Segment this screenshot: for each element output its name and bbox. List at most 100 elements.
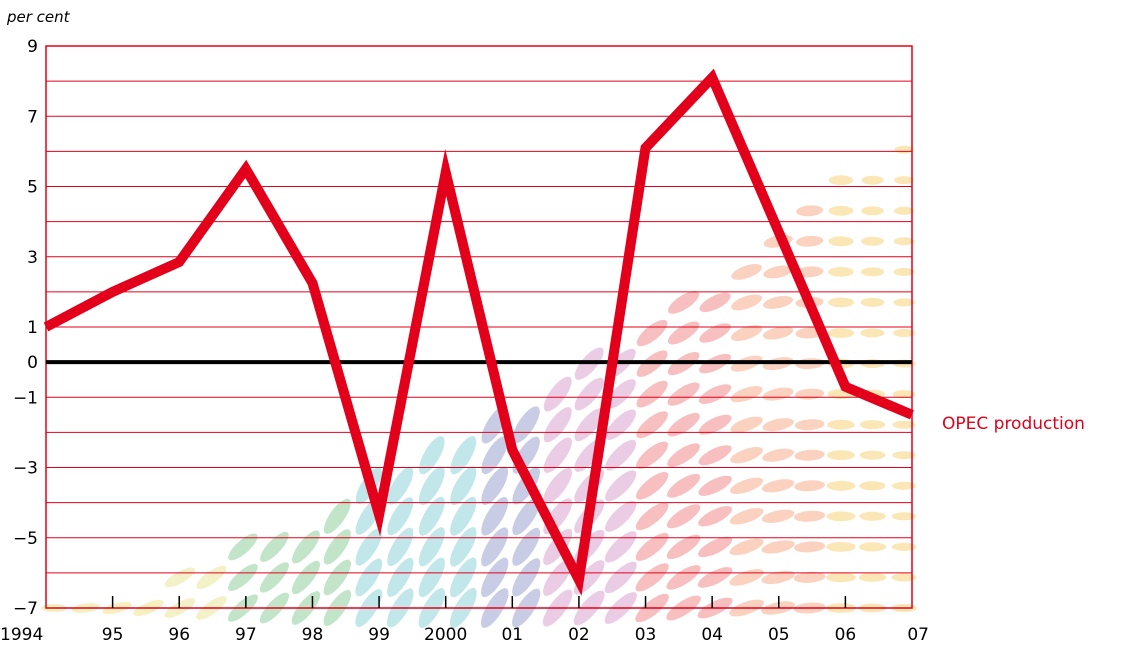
pattern-dot	[761, 570, 795, 585]
pattern-dot	[858, 572, 887, 582]
x-tick-label: 96	[168, 625, 190, 645]
y-tick-label: 5	[27, 178, 38, 198]
y-tick-label: −1	[13, 388, 38, 408]
pattern-dot	[636, 411, 668, 439]
pattern-dot	[794, 510, 826, 522]
pattern-dot	[861, 175, 884, 185]
pattern-dot	[698, 414, 732, 435]
pattern-dot	[636, 319, 668, 347]
x-tick-label: 98	[302, 625, 324, 645]
pattern-dot	[604, 561, 637, 594]
pattern-dot	[859, 450, 886, 460]
x-tick-label: 01	[501, 625, 523, 645]
pattern-dot	[893, 206, 915, 215]
pattern-dot	[794, 449, 825, 461]
pattern-dot	[827, 328, 855, 338]
pattern-dot	[699, 323, 731, 343]
x-tick-label: 05	[768, 625, 790, 645]
pattern-dot	[418, 527, 445, 567]
pattern-dot	[761, 540, 795, 554]
x-axis-ticks	[111, 596, 847, 608]
pattern-dot	[668, 291, 700, 314]
x-tick-label: 99	[368, 625, 390, 645]
pattern-dot	[860, 267, 885, 277]
pattern-dot	[827, 450, 855, 461]
y-axis-unit-label: per cent	[6, 8, 71, 26]
pattern-dot	[450, 436, 477, 475]
pattern-dot	[793, 541, 826, 553]
pattern-dot	[387, 557, 414, 597]
pattern-dot	[481, 496, 509, 536]
pattern-dot	[450, 527, 477, 567]
pattern-dot	[574, 408, 604, 442]
pattern-dot	[892, 451, 916, 460]
pattern-dot	[636, 441, 669, 469]
pattern-dot	[731, 264, 762, 280]
pattern-dot	[826, 542, 856, 552]
pattern-dot	[666, 504, 701, 529]
pattern-dot	[291, 560, 320, 595]
pattern-dot	[893, 298, 915, 307]
pattern-dot	[826, 511, 856, 522]
x-tick-label: 1994	[0, 625, 43, 645]
pattern-dot	[762, 479, 795, 493]
pattern-dot	[861, 236, 884, 246]
pattern-dot	[828, 236, 854, 247]
pattern-dot	[891, 512, 917, 521]
pattern-dot	[481, 527, 509, 567]
pattern-dot	[418, 496, 445, 536]
pattern-dot	[730, 416, 763, 433]
pattern-dot	[543, 559, 573, 596]
pattern-dot	[730, 477, 764, 494]
pattern-dot	[481, 466, 509, 505]
pattern-dot	[449, 557, 477, 598]
pattern-dot	[894, 145, 914, 154]
pattern-dot	[730, 447, 763, 464]
series-line	[43, 68, 914, 596]
pattern-dot	[355, 558, 383, 597]
pattern-dot	[605, 439, 637, 471]
x-tick-label: 03	[635, 625, 657, 645]
pattern-dot	[228, 563, 258, 591]
pattern-dot	[323, 559, 351, 596]
pattern-dot	[543, 467, 572, 504]
pattern-dot	[892, 390, 916, 399]
pattern-dot	[259, 562, 289, 593]
pattern-dot	[891, 573, 917, 582]
pattern-dot	[512, 497, 541, 536]
pattern-dot	[796, 205, 824, 217]
pattern-dot	[667, 473, 701, 498]
pattern-dot	[892, 481, 916, 490]
pattern-dot	[795, 266, 824, 278]
pattern-dot	[481, 557, 509, 598]
pattern-dot	[666, 565, 701, 590]
pattern-dot	[635, 563, 669, 592]
pattern-dot	[763, 265, 793, 279]
pattern-dot	[636, 380, 668, 408]
pattern-dot	[729, 508, 764, 525]
pattern-dot	[893, 267, 915, 276]
pattern-dot	[762, 418, 794, 432]
pattern-dot	[698, 445, 732, 466]
pattern-dot	[698, 475, 732, 496]
y-tick-label: −3	[13, 459, 38, 479]
pattern-dot	[387, 497, 414, 536]
pattern-dot	[761, 509, 795, 523]
pattern-dot	[605, 379, 636, 410]
pattern-dot	[730, 386, 763, 403]
pattern-dot	[859, 420, 886, 430]
pattern-dot	[291, 530, 320, 564]
pattern-dot	[794, 480, 825, 492]
pattern-dot	[827, 419, 855, 430]
pattern-dot	[543, 376, 572, 412]
pattern-dot	[635, 502, 669, 531]
pattern-dot	[828, 267, 854, 277]
series-layer	[43, 68, 914, 596]
pattern-dot	[323, 498, 351, 534]
pattern-dot	[698, 384, 732, 404]
y-tick-label: 1	[27, 318, 38, 338]
pattern-dot	[794, 419, 825, 431]
pattern-dot	[481, 436, 508, 475]
pattern-dot	[893, 329, 915, 337]
pattern-dot	[260, 531, 289, 562]
